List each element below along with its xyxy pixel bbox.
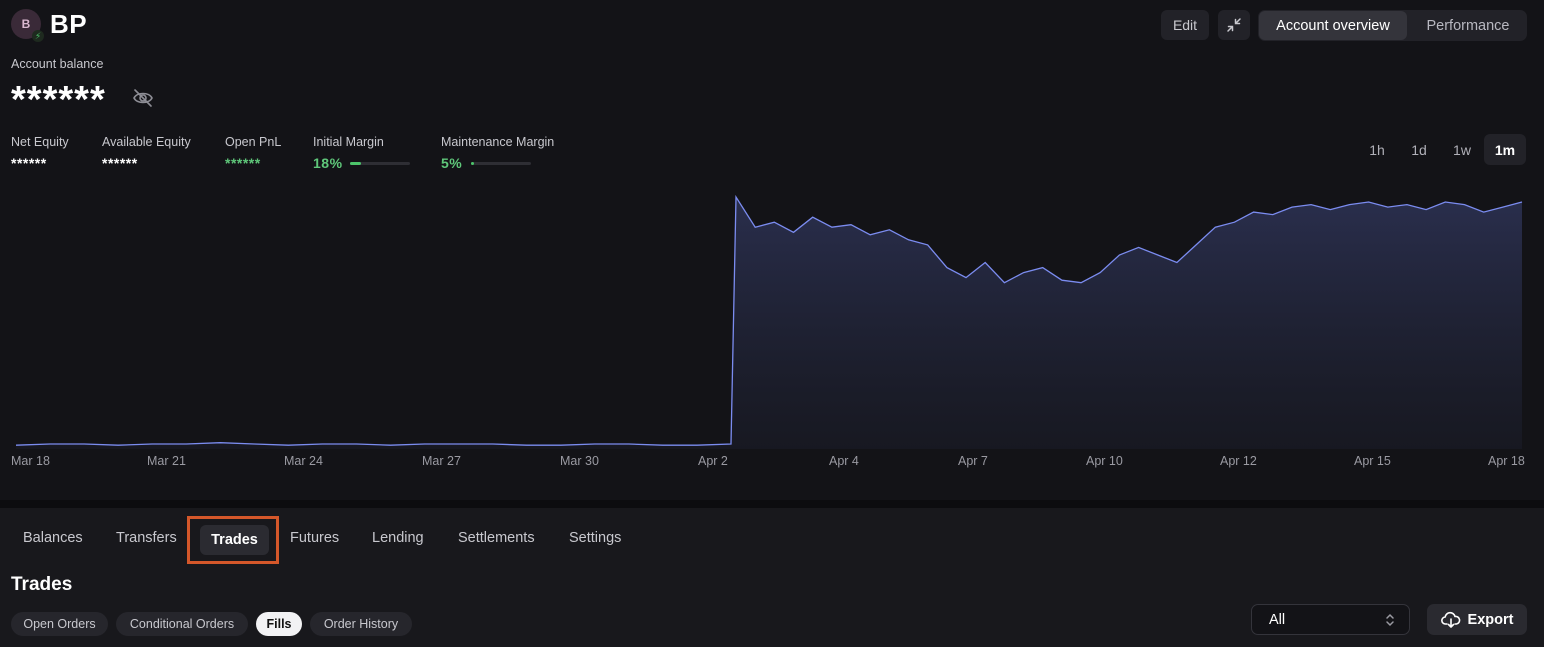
x-tick: Mar 30 [560,454,599,468]
tab-settlements[interactable]: Settlements [458,530,535,546]
open-pnl-label: Open PnL [225,135,282,149]
chevron-updown-icon [1386,613,1394,627]
x-tick: Mar 24 [284,454,323,468]
tab-settings[interactable]: Settings [569,530,622,546]
x-tick: Apr 10 [1086,454,1123,468]
x-tick: Apr 18 [1488,454,1525,468]
x-tick: Mar 21 [147,454,186,468]
collapse-button[interactable] [1218,10,1250,40]
x-tick: Apr 12 [1220,454,1257,468]
filter-select[interactable]: All [1251,604,1410,635]
collapse-icon [1227,18,1241,32]
cloud-download-icon [1440,611,1460,628]
hide-balance-toggle[interactable] [132,88,154,113]
x-tick: Apr 4 [829,454,859,468]
available-equity-value: ****** [102,155,138,171]
section-title: Trades [11,574,73,595]
tab-futures[interactable]: Futures [290,530,340,546]
chart-area [16,197,1522,449]
tab-account-overview[interactable]: Account overview [1259,11,1407,40]
initial-margin-fill [350,162,361,165]
x-tick: Mar 27 [422,454,461,468]
tab-transfers[interactable]: Transfers [116,530,177,546]
open-pnl-value: ****** [225,155,261,171]
view-switcher: Account overview Performance [1258,10,1527,41]
x-tick: Apr 2 [698,454,728,468]
eye-off-icon [133,89,153,107]
balance-label: Account balance [11,57,104,71]
avatar-initial: B [21,17,31,31]
initial-margin-value: 18% [313,155,343,171]
tab-trades-bg [200,525,269,555]
net-equity-label: Net Equity [11,135,69,149]
range-1d[interactable]: 1d [1411,141,1427,158]
maintenance-margin-fill [471,162,474,165]
net-equity-value: ****** [11,155,47,171]
x-tick: Apr 7 [958,454,988,468]
initial-margin-bar [350,162,410,165]
subtab-conditional-orders[interactable]: Conditional Orders [116,612,248,636]
filter-select-value: All [1269,612,1286,628]
lightning-icon: ⚡ [32,30,44,42]
export-button[interactable]: Export [1427,604,1527,635]
highlight-box [187,516,279,564]
available-equity-label: Available Equity [102,135,191,149]
x-tick: Mar 18 [11,454,50,468]
subtab-open-orders[interactable]: Open Orders [11,612,108,636]
balance-value: ****** [11,79,106,121]
export-label: Export [1467,611,1514,628]
subtab-fills[interactable]: Fills [256,612,302,636]
edit-button[interactable]: Edit [1161,10,1209,40]
subtab-order-history[interactable]: Order History [310,612,412,636]
range-1m[interactable]: 1m [1484,134,1526,165]
balance-chart [15,194,1523,449]
range-1w[interactable]: 1w [1453,141,1471,158]
maintenance-margin-label: Maintenance Margin [441,135,555,149]
maintenance-margin-value: 5% [441,155,463,171]
tab-performance[interactable]: Performance [1426,17,1510,34]
tab-lending[interactable]: Lending [372,530,424,546]
account-name: BP [50,9,88,39]
range-1h[interactable]: 1h [1369,141,1385,158]
tab-balances[interactable]: Balances [23,530,83,546]
chart-line [15,194,1523,446]
x-tick: Apr 15 [1354,454,1391,468]
initial-margin-label: Initial Margin [313,135,384,149]
panel-divider [0,500,1544,508]
maintenance-margin-bar [471,162,531,165]
tab-trades[interactable]: Trades [211,532,258,548]
